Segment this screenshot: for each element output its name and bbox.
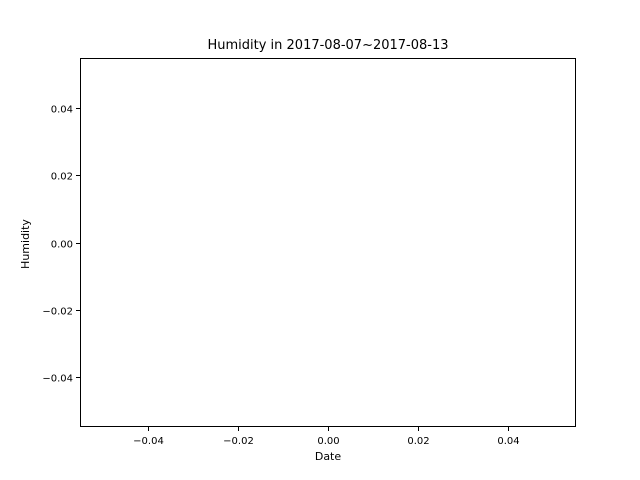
axes-frame	[80, 58, 576, 427]
y-axis: −0.04 −0.02 0.00 0.02 0.04	[42, 105, 80, 385]
x-tick-label: 0.02	[407, 436, 429, 447]
plot-area	[80, 58, 576, 427]
x-tick-label: 0.00	[317, 436, 339, 447]
x-tick-label: −0.02	[223, 436, 254, 447]
y-tick-label: −0.04	[42, 374, 73, 385]
y-tick-label: 0.04	[51, 105, 73, 116]
x-axis-label: Date	[315, 450, 342, 463]
x-tick-label: −0.04	[133, 436, 164, 447]
y-tick-label: −0.02	[42, 307, 73, 318]
x-axis: −0.04 −0.02 0.00 0.02 0.04	[133, 427, 520, 447]
y-tick-label: 0.00	[51, 240, 73, 251]
x-tick-label: 0.04	[497, 436, 519, 447]
chart-title: Humidity in 2017-08-07~2017-08-13	[207, 38, 448, 53]
y-tick-label: 0.02	[51, 172, 73, 183]
y-axis-label: Humidity	[19, 219, 32, 269]
